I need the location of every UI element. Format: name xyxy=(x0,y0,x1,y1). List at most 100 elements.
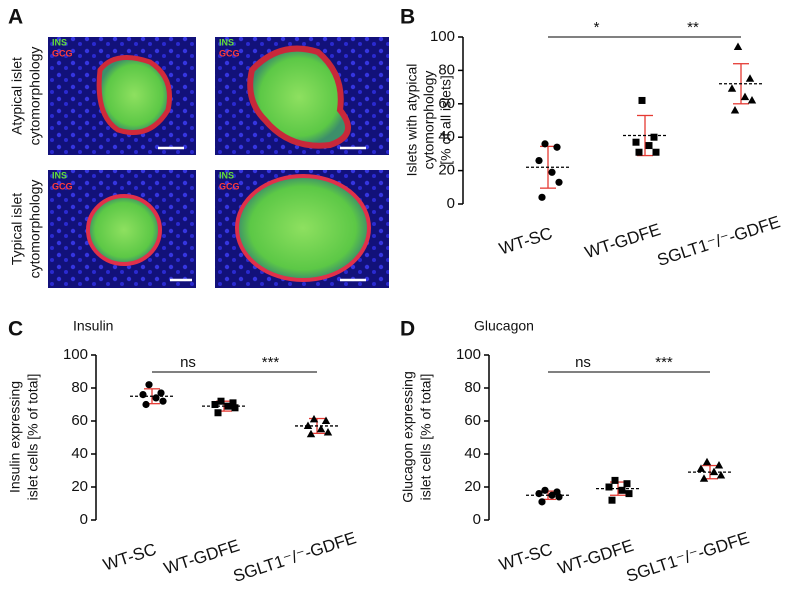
y-tick-label: 40 xyxy=(71,445,88,462)
significance-label: *** xyxy=(262,354,280,371)
row-label: cytomorphology xyxy=(27,180,43,279)
stain-label: INS xyxy=(52,37,67,47)
point xyxy=(541,140,549,148)
x-tick-label: WT-SC xyxy=(101,540,159,575)
y-tick-label: 60 xyxy=(438,95,455,112)
point xyxy=(611,476,619,484)
point xyxy=(618,486,626,494)
significance-label: ** xyxy=(687,19,699,36)
point xyxy=(730,105,740,114)
point xyxy=(541,486,549,494)
y-tick-label: 60 xyxy=(71,412,88,429)
y-axis-label: islet cells [% of total] xyxy=(25,374,41,501)
point xyxy=(538,498,546,506)
panel-letter: D xyxy=(400,318,415,341)
y-tick-label: 100 xyxy=(63,346,88,363)
x-tick-label: WT-GDFE xyxy=(555,536,635,578)
point xyxy=(303,421,313,429)
point xyxy=(709,467,719,476)
point xyxy=(231,404,239,412)
point xyxy=(535,156,543,165)
point xyxy=(555,178,563,186)
x-tick-label: SGLT1⁻/⁻-GDFE xyxy=(655,212,783,270)
point xyxy=(747,95,757,104)
y-axis-label: Islets with atypical xyxy=(404,64,420,177)
y-tick-label: 20 xyxy=(464,478,481,495)
stain-label: INS xyxy=(219,170,234,180)
point xyxy=(555,493,563,501)
y-tick-label: 100 xyxy=(456,346,481,363)
point xyxy=(152,394,160,402)
micrograph xyxy=(48,37,196,155)
point xyxy=(632,138,640,146)
stain-label: INS xyxy=(52,170,67,180)
point xyxy=(535,490,543,498)
point xyxy=(142,400,150,409)
micrograph xyxy=(215,170,389,288)
point xyxy=(740,92,750,101)
panel-letter: B xyxy=(400,6,415,29)
point xyxy=(652,148,660,156)
y-axis-label: islet cells [% of total] xyxy=(418,374,434,501)
point xyxy=(211,401,219,408)
significance-label: ns xyxy=(575,354,591,371)
point xyxy=(217,397,225,405)
significance-label: * xyxy=(594,19,600,36)
y-tick-label: 20 xyxy=(71,478,88,495)
point xyxy=(309,414,319,423)
micrograph xyxy=(48,170,196,288)
y-tick-label: 80 xyxy=(438,61,455,78)
point xyxy=(645,142,653,150)
y-tick-label: 20 xyxy=(438,162,455,179)
point xyxy=(605,483,613,491)
point xyxy=(321,416,331,424)
point xyxy=(702,457,712,466)
y-tick-label: 0 xyxy=(80,511,88,528)
y-axis-label: Insulin expressing xyxy=(7,381,23,493)
stain-label: GCG xyxy=(52,48,73,58)
point xyxy=(229,399,237,407)
y-tick-label: 80 xyxy=(464,379,481,396)
point xyxy=(157,389,165,397)
row-label: cytomorphology xyxy=(27,47,43,146)
point xyxy=(696,464,706,472)
y-axis-label: cytomorphology xyxy=(421,71,437,170)
row-label: Typical islet xyxy=(9,193,25,265)
point xyxy=(608,496,616,504)
panel-letter: A xyxy=(8,6,23,29)
x-tick-label: SGLT1⁻/⁻-GDFE xyxy=(624,528,752,586)
stain-label: GCG xyxy=(219,48,240,58)
point xyxy=(139,391,147,399)
point xyxy=(306,429,316,438)
y-tick-label: 0 xyxy=(473,511,481,528)
stain-label: GCG xyxy=(219,181,240,191)
row-label: Atypical islet xyxy=(9,57,25,135)
point xyxy=(699,474,709,482)
point xyxy=(745,74,755,82)
point xyxy=(316,424,326,433)
significance-label: ns xyxy=(180,354,196,371)
y-tick-label: 40 xyxy=(464,445,481,462)
point xyxy=(727,84,737,92)
significance-label: *** xyxy=(655,354,673,371)
point xyxy=(214,409,222,417)
chart-title: Insulin xyxy=(73,318,113,334)
x-tick-label: WT-GDFE xyxy=(582,220,662,262)
point xyxy=(159,397,167,405)
y-axis-label: Glucagon expressing xyxy=(400,371,416,503)
panel-letter: C xyxy=(8,318,23,341)
y-axis-label: [% of all islets] xyxy=(438,75,454,164)
stain-label: GCG xyxy=(52,181,73,191)
x-tick-label: WT-GDFE xyxy=(161,536,241,578)
point xyxy=(650,133,658,141)
point xyxy=(716,470,726,479)
stain-label: INS xyxy=(219,37,234,47)
point xyxy=(548,168,556,176)
y-tick-label: 60 xyxy=(464,412,481,429)
y-tick-label: 80 xyxy=(71,379,88,396)
y-tick-label: 40 xyxy=(438,128,455,145)
point xyxy=(538,193,546,201)
point xyxy=(323,428,333,436)
